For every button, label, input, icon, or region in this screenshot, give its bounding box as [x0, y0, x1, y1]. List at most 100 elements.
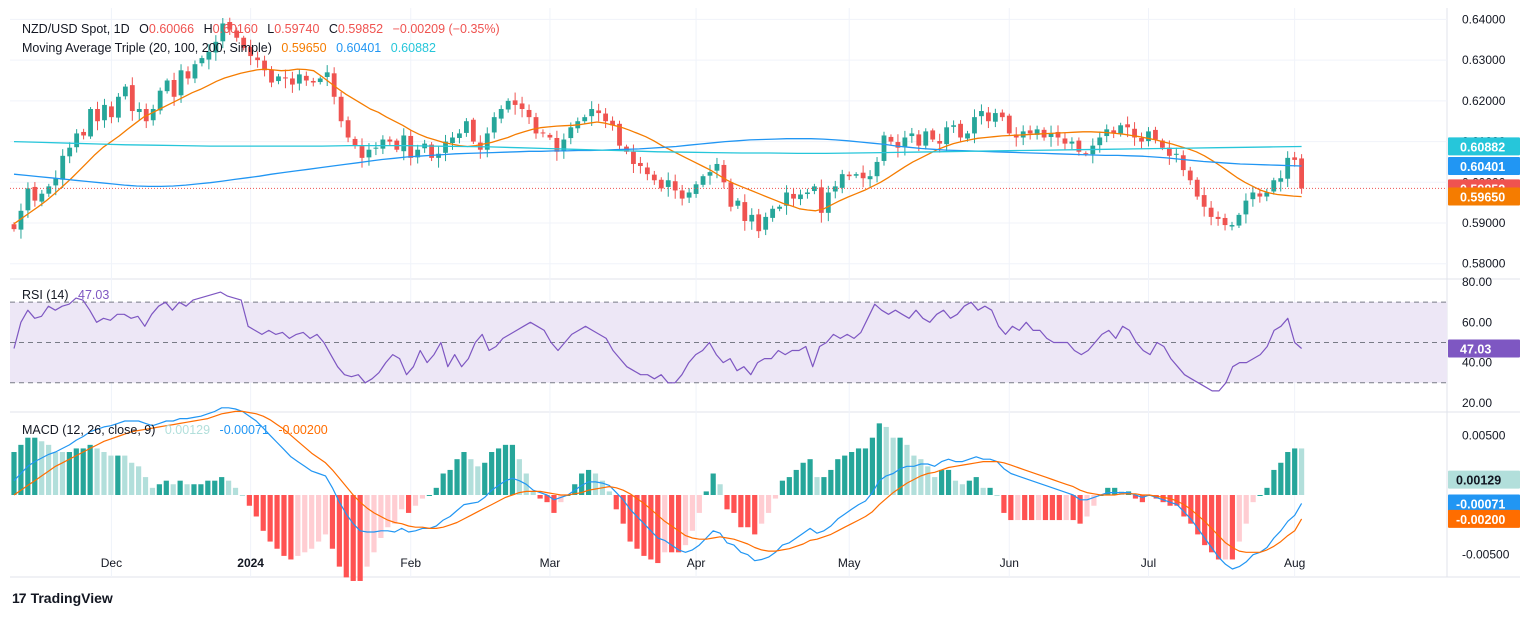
time-axis[interactable]: Dec 2024 Feb Mar Apr May Jun Jul Aug: [101, 556, 1306, 570]
candle-body[interactable]: [679, 190, 685, 199]
candle-body[interactable]: [1097, 137, 1103, 146]
candle-body[interactable]: [951, 125, 956, 127]
candle-body[interactable]: [707, 172, 713, 176]
candle-body[interactable]: [227, 22, 233, 30]
candle-body[interactable]: [728, 182, 734, 207]
candle-body[interactable]: [150, 108, 156, 121]
candle-body[interactable]: [109, 106, 114, 118]
candle-body[interactable]: [1146, 131, 1151, 142]
candle-body[interactable]: [1139, 137, 1144, 142]
candle-body[interactable]: [770, 208, 776, 218]
candle-body[interactable]: [791, 193, 796, 199]
candle-body[interactable]: [206, 51, 212, 60]
candle-body[interactable]: [596, 110, 602, 114]
candle-body[interactable]: [283, 77, 288, 79]
candle-body[interactable]: [1076, 140, 1082, 152]
candle-body[interactable]: [464, 121, 469, 133]
candle-body[interactable]: [944, 127, 950, 145]
candle-body[interactable]: [540, 132, 546, 134]
candle-body[interactable]: [387, 139, 393, 142]
candle-body[interactable]: [735, 200, 741, 206]
candle-body[interactable]: [909, 133, 915, 137]
candle-body[interactable]: [303, 75, 309, 81]
candle-body[interactable]: [965, 133, 970, 139]
candle-body[interactable]: [116, 96, 121, 118]
candle-body[interactable]: [352, 138, 358, 146]
candle-body[interactable]: [373, 147, 379, 149]
candle-body[interactable]: [248, 46, 254, 57]
candle-body[interactable]: [1285, 157, 1291, 179]
candle-body[interactable]: [986, 112, 991, 122]
candle-body[interactable]: [651, 174, 657, 181]
price-axis[interactable]: 0.640000.630000.620000.610000.600000.590…: [1448, 12, 1520, 562]
candle-body[interactable]: [1027, 130, 1033, 134]
candle-body[interactable]: [1278, 178, 1284, 182]
candle-body[interactable]: [665, 180, 671, 187]
candle-body[interactable]: [638, 162, 643, 167]
candle-body[interactable]: [1069, 141, 1075, 144]
candle-body[interactable]: [526, 109, 532, 118]
candle-body[interactable]: [1048, 133, 1054, 138]
candle-body[interactable]: [721, 164, 727, 183]
candle-body[interactable]: [867, 176, 873, 180]
candle-body[interactable]: [457, 133, 462, 138]
candle-body[interactable]: [157, 90, 163, 111]
candle-body[interactable]: [324, 72, 330, 77]
candle-body[interactable]: [81, 131, 86, 136]
candle-body[interactable]: [895, 142, 901, 148]
candle-body[interactable]: [916, 134, 922, 146]
candle-body[interactable]: [1208, 207, 1214, 217]
candle-body[interactable]: [658, 179, 664, 189]
candle-body[interactable]: [60, 155, 66, 180]
candle-body[interactable]: [839, 174, 845, 188]
candle-body[interactable]: [825, 192, 831, 213]
rsi-pane[interactable]: [10, 291, 1447, 392]
candle-body[interactable]: [568, 127, 574, 139]
candle-body[interactable]: [1271, 180, 1277, 192]
symbol-title[interactable]: NZD/USD Spot, 1D: [22, 22, 130, 36]
candle-body[interactable]: [763, 216, 769, 230]
candle-body[interactable]: [484, 133, 490, 150]
candle-body[interactable]: [262, 60, 267, 71]
candle-body[interactable]: [582, 117, 588, 122]
candle-body[interactable]: [853, 174, 859, 176]
candle-body[interactable]: [818, 187, 824, 213]
candle-body[interactable]: [25, 188, 31, 211]
candle-body[interactable]: [220, 23, 226, 42]
candle-body[interactable]: [122, 86, 128, 97]
candle-body[interactable]: [338, 96, 344, 122]
ma-title[interactable]: Moving Average Triple (20, 100, 200, Sim…: [22, 41, 272, 55]
candle-body[interactable]: [129, 85, 135, 112]
candle-body[interactable]: [881, 135, 887, 161]
candle-body[interactable]: [617, 123, 622, 146]
candle-body[interactable]: [255, 57, 260, 61]
candle-body[interactable]: [561, 139, 567, 152]
candle-body[interactable]: [491, 117, 497, 133]
candle-body[interactable]: [979, 111, 984, 117]
candle-body[interactable]: [1055, 131, 1061, 138]
candle-body[interactable]: [1062, 138, 1068, 144]
candle-body[interactable]: [1173, 153, 1179, 155]
candle-body[interactable]: [95, 108, 100, 122]
candle-body[interactable]: [185, 71, 191, 79]
candle-body[interactable]: [380, 139, 386, 149]
candle-body[interactable]: [241, 37, 247, 48]
candle-body[interactable]: [317, 78, 323, 83]
candle-body[interactable]: [401, 135, 407, 152]
candle-body[interactable]: [533, 117, 539, 134]
candle-body[interactable]: [39, 193, 45, 202]
candle-body[interactable]: [784, 192, 789, 206]
candle-body[interactable]: [429, 144, 434, 158]
candle-body[interactable]: [1166, 147, 1172, 156]
candle-body[interactable]: [1222, 217, 1228, 226]
candle-body[interactable]: [192, 64, 198, 79]
candle-body[interactable]: [749, 214, 755, 222]
candle-body[interactable]: [345, 120, 351, 138]
candle-body[interactable]: [860, 172, 866, 179]
candle-body[interactable]: [1013, 134, 1019, 138]
candle-body[interactable]: [470, 119, 476, 142]
macd-title[interactable]: MACD (12, 26, close, 9): [22, 423, 156, 437]
candle-body[interactable]: [1264, 192, 1270, 197]
candle-body[interactable]: [798, 194, 803, 200]
